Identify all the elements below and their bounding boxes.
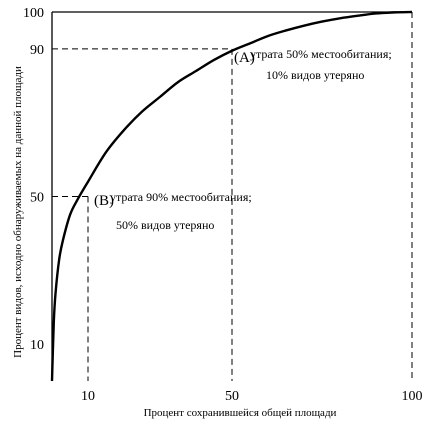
curve-layer	[50, 10, 413, 382]
species-area-curve	[50, 10, 413, 382]
annotation-b-line1: утрата 90% местообитания;	[110, 190, 252, 204]
annotation-a-line2: 10% видов утеряно	[266, 68, 364, 82]
x-axis-label: Процент сохранившейся общей площади	[144, 407, 337, 419]
x-tick-100: 100	[402, 389, 423, 404]
y-tick-90: 90	[30, 43, 44, 58]
reference-lines	[52, 12, 413, 381]
annotation-b-line2: 50% видов утеряно	[116, 218, 214, 232]
annotation-a-letter: (A)	[234, 50, 255, 66]
y-tick-100: 100	[23, 6, 44, 21]
axes	[51, 11, 412, 381]
y-tick-10: 10	[30, 338, 44, 353]
annotation-b-letter: (B)	[94, 193, 114, 209]
y-tick-labels: 10 50 90 100	[23, 6, 44, 353]
y-tick-50: 50	[30, 191, 44, 206]
x-tick-50: 50	[225, 389, 239, 404]
annotation-a-line1: утрата 50% местообитания;	[250, 47, 392, 61]
y-axis-label: Процент видов, исходно обнаруживаемых на…	[12, 66, 24, 358]
x-tick-10: 10	[81, 389, 95, 404]
x-tick-labels: 10 50 100	[81, 389, 423, 404]
